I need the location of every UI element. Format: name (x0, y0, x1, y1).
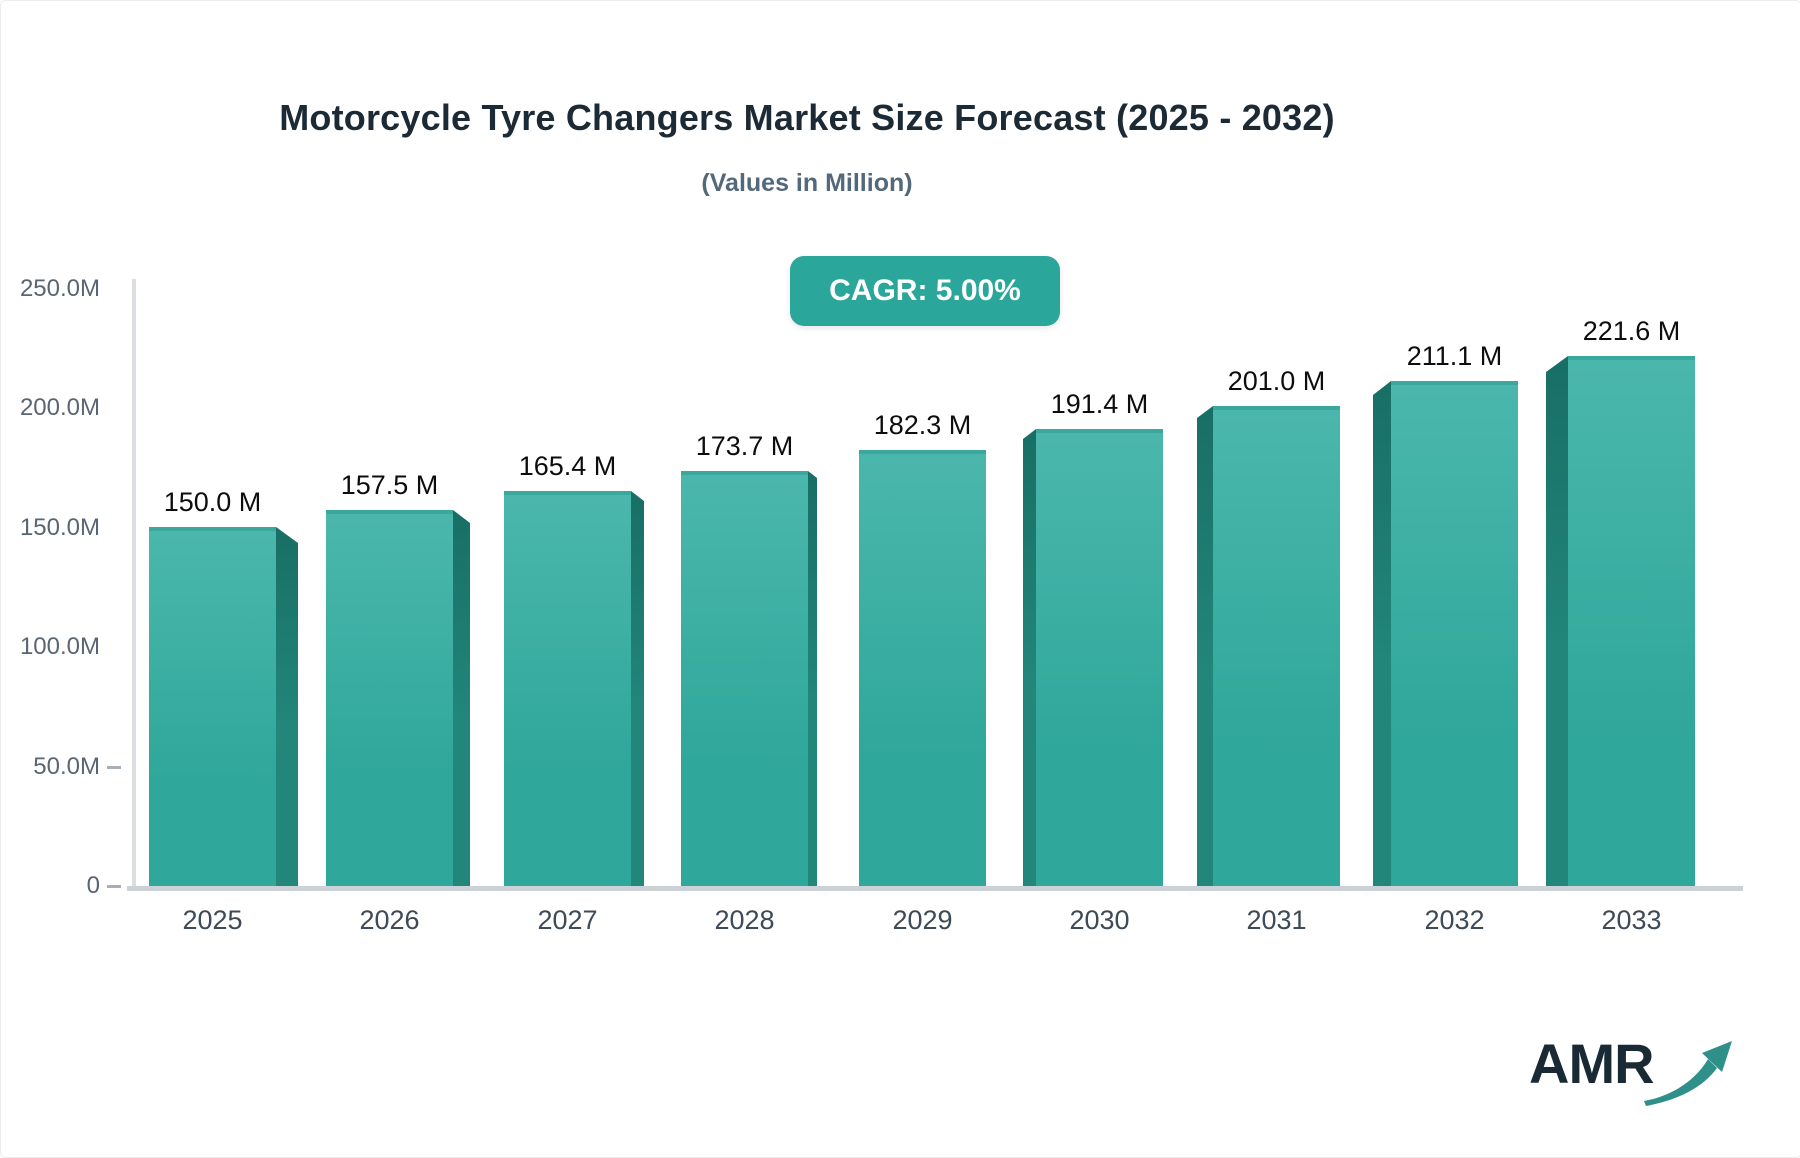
bar-2030-face (1036, 429, 1163, 886)
bar-2030-side (1023, 429, 1036, 886)
bar-2033-face (1568, 356, 1695, 886)
bar-2033-side (1546, 356, 1568, 886)
y-axis-line (132, 279, 136, 886)
bar-2032-side (1373, 381, 1391, 886)
amr-logo-text: AMR (1529, 1032, 1655, 1095)
bar-2026-side (453, 510, 470, 886)
x-axis-label-2030: 2030 (1069, 905, 1130, 935)
x-axis-label-2027: 2027 (537, 905, 598, 935)
bar-value-label-2025: 150.0 M (163, 487, 262, 517)
y-axis-tick-label: 100.0M (19, 633, 100, 660)
bar-value-label-2027: 165.4 M (518, 451, 617, 481)
x-axis-label-2029: 2029 (892, 905, 953, 935)
chart-subtitle: (Values in Million) (701, 169, 913, 197)
bar-2032-face (1391, 381, 1518, 886)
x-axis-baseline (127, 886, 1743, 891)
y-axis-tick-label: 200.0M (19, 394, 100, 421)
bar-2029-face (859, 450, 986, 886)
bar-value-label-2028: 173.7 M (695, 431, 794, 461)
x-axis-label-2031: 2031 (1246, 905, 1307, 935)
bar-2028-side (808, 471, 817, 886)
bar-2025-face (149, 527, 276, 886)
y-axis-tick-mark (107, 885, 121, 888)
bar-value-label-2032: 211.1 M (1406, 341, 1503, 371)
y-axis-tick-label: 250.0M (19, 274, 100, 302)
bar-2027-side (631, 491, 644, 886)
bar-value-label-2030: 191.4 M (1050, 389, 1149, 419)
x-axis-label-2028: 2028 (714, 905, 775, 935)
x-axis-label-2026: 2026 (359, 905, 420, 935)
bar-2031-face (1213, 406, 1340, 886)
amr-logo-arrow-icon (1644, 1041, 1732, 1106)
x-axis-label-2033: 2033 (1601, 905, 1662, 935)
bar-2025-side (276, 527, 298, 886)
y-axis-tick-label: 0 (86, 872, 100, 899)
bar-value-label-2031: 201.0 M (1227, 366, 1326, 396)
bar-2028-face (681, 471, 808, 886)
cagr-badge: CAGR: 5.00% (790, 256, 1060, 326)
bar-value-label-2026: 157.5 M (340, 470, 439, 500)
bar-value-label-2033: 221.6 M (1582, 316, 1681, 346)
amr-logo: AMR (1529, 1031, 1732, 1111)
x-axis-label-2032: 2032 (1424, 905, 1485, 935)
bar-2026-face (326, 510, 453, 886)
bar-2027-face (504, 491, 631, 886)
bar-2031-side (1197, 406, 1213, 886)
x-axis-label-2025: 2025 (182, 905, 243, 935)
bar-value-label-2029: 182.3 M (873, 410, 972, 440)
y-axis-tick-mark (107, 765, 121, 769)
y-axis-tick-label: 150.0M (19, 513, 100, 541)
y-axis-tick-label: 50.0M (33, 752, 100, 780)
chart-title: Motorcycle Tyre Changers Market Size For… (279, 97, 1335, 138)
